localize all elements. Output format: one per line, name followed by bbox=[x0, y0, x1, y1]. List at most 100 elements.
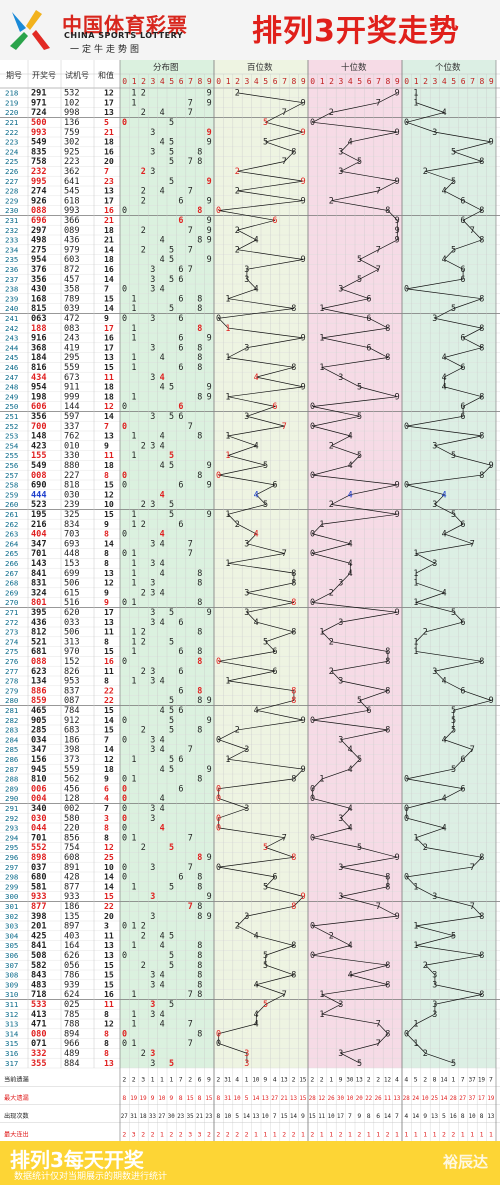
draw-number: 376 bbox=[31, 265, 47, 275]
draw-number: 275 bbox=[31, 245, 47, 255]
stat-value: 30 bbox=[346, 1078, 353, 1084]
dist-digit: 3 bbox=[150, 587, 155, 597]
sum-value: 15 bbox=[104, 293, 114, 303]
dist-digit: 9 bbox=[207, 254, 212, 264]
draw-number: 581 bbox=[31, 882, 47, 892]
draw-number: 701 bbox=[31, 549, 47, 559]
position-digit: 7 bbox=[376, 186, 381, 196]
position-digit: 7 bbox=[376, 901, 381, 911]
issue-number: 263 bbox=[5, 530, 18, 539]
draw-number: 905 bbox=[31, 716, 47, 726]
position-digit: 8 bbox=[479, 156, 484, 166]
stat-value: 11 bbox=[384, 1096, 391, 1102]
position-digit: 0 bbox=[310, 597, 315, 607]
dist-digit: 3 bbox=[150, 372, 155, 382]
position-digit: 3 bbox=[432, 891, 437, 901]
position-digit: 3 bbox=[244, 538, 249, 548]
stat-value: 1 bbox=[169, 1076, 173, 1084]
dist-digit: 8 bbox=[197, 940, 202, 950]
issue-number: 286 bbox=[5, 755, 18, 764]
position-digit: 2 bbox=[423, 166, 428, 176]
position-digit: 0 bbox=[216, 205, 221, 215]
draw-number: 835 bbox=[31, 147, 47, 157]
dist-digit: 4 bbox=[160, 460, 165, 470]
digit-header: 2 bbox=[235, 77, 240, 86]
sum-value: 13 bbox=[104, 950, 114, 960]
sum-value: 14 bbox=[104, 303, 114, 313]
position-digit: 4 bbox=[348, 940, 353, 950]
position-digit: 4 bbox=[348, 137, 353, 147]
digit-header: 7 bbox=[282, 77, 287, 86]
issue-number: 236 bbox=[5, 265, 18, 274]
position-digit: 0 bbox=[310, 401, 315, 411]
dist-digit: 5 bbox=[169, 411, 174, 421]
position-digit: 8 bbox=[479, 656, 484, 666]
position-digit: 6 bbox=[460, 195, 465, 205]
stat-value: 31 bbox=[224, 1096, 231, 1102]
position-digit: 6 bbox=[460, 783, 465, 793]
position-digit: 0 bbox=[310, 832, 315, 842]
issue-number: 258 bbox=[5, 481, 18, 490]
issue-number: 294 bbox=[5, 833, 19, 842]
test-number: 789 bbox=[64, 294, 80, 304]
position-digit: 9 bbox=[301, 254, 306, 264]
dist-digit: 3 bbox=[150, 578, 155, 588]
position-digit: 1 bbox=[319, 989, 324, 999]
test-number: 152 bbox=[64, 657, 80, 667]
test-number: 243 bbox=[64, 334, 80, 344]
position-digit: 4 bbox=[442, 186, 447, 196]
dist-digit: 1 bbox=[131, 754, 136, 764]
position-digit: 1 bbox=[225, 323, 230, 333]
dist-digit: 4 bbox=[160, 793, 165, 803]
position-digit: 4 bbox=[254, 284, 259, 294]
dist-digit: 3 bbox=[150, 970, 155, 980]
sum-value: 4 bbox=[104, 793, 109, 803]
dist-digit: 9 bbox=[207, 97, 212, 107]
dist-digit: 4 bbox=[160, 940, 165, 950]
test-number: 872 bbox=[64, 265, 80, 275]
stat-value: 10 bbox=[422, 1096, 429, 1102]
test-number: 966 bbox=[64, 1039, 80, 1049]
dist-digit: 9 bbox=[207, 88, 212, 98]
dist-digit: 3 bbox=[150, 1009, 155, 1019]
dist-digit: 2 bbox=[141, 1048, 146, 1058]
position-digit: 3 bbox=[432, 440, 437, 450]
dist-digit: 4 bbox=[160, 254, 165, 264]
sum-value: 15 bbox=[104, 509, 114, 519]
position-digit: 8 bbox=[291, 940, 296, 950]
position-digit: 1 bbox=[413, 578, 418, 588]
stat-value: 4 bbox=[404, 1112, 408, 1120]
dist-digit: 9 bbox=[207, 852, 212, 862]
test-number: 030 bbox=[64, 490, 80, 500]
dist-digit: 1 bbox=[131, 646, 136, 656]
test-number: 939 bbox=[64, 980, 80, 990]
position-digit: 9 bbox=[301, 382, 306, 392]
test-number: 641 bbox=[64, 177, 80, 187]
issue-number: 262 bbox=[5, 520, 18, 529]
position-digit: 1 bbox=[225, 293, 230, 303]
position-digit: 6 bbox=[272, 872, 277, 882]
dist-digit: 0 bbox=[122, 1038, 127, 1048]
issue-number: 304 bbox=[5, 931, 19, 940]
dist-digit: 2 bbox=[141, 930, 146, 940]
position-digit: 7 bbox=[282, 832, 287, 842]
dist-digit: 8 bbox=[197, 597, 202, 607]
test-number: 597 bbox=[64, 412, 80, 422]
stat-value: 8 bbox=[198, 1094, 202, 1102]
dist-digit: 8 bbox=[197, 146, 202, 156]
draw-number: 498 bbox=[31, 236, 47, 246]
dist-digit: 0 bbox=[122, 284, 127, 294]
dist-digit: 1 bbox=[131, 323, 136, 333]
dist-digit: 1 bbox=[131, 293, 136, 303]
dist-digit: 7 bbox=[188, 264, 193, 274]
test-number: 532 bbox=[64, 89, 80, 99]
dist-digit: 6 bbox=[178, 401, 183, 411]
dist-digit: 4 bbox=[160, 529, 165, 539]
dist-digit: 8 bbox=[197, 323, 202, 333]
test-number: 136 bbox=[64, 118, 80, 128]
stat-value: 8 bbox=[216, 1112, 220, 1120]
issue-number: 271 bbox=[5, 608, 18, 617]
issue-number: 257 bbox=[5, 471, 18, 480]
issue-number: 279 bbox=[5, 686, 18, 695]
